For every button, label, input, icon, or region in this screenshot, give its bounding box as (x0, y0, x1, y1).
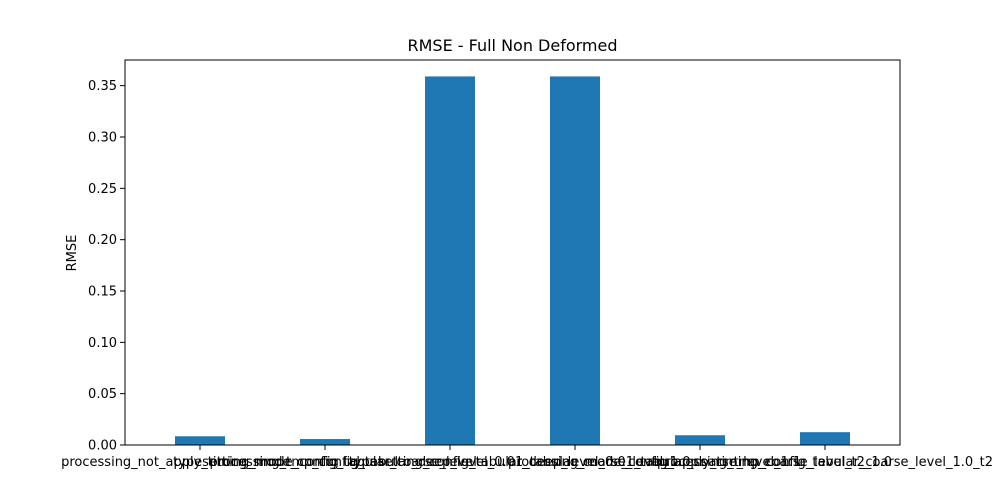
bar (675, 435, 725, 445)
bar (300, 439, 350, 445)
bar (550, 76, 600, 445)
bar (175, 436, 225, 445)
y-tick-label: 0.35 (88, 79, 117, 94)
chart-title: RMSE - Full Non Deformed (407, 36, 617, 55)
y-tick-label: 0.25 (88, 182, 117, 197)
x-tick-label: processing_not_apply_timing_mode_config (61, 455, 339, 470)
y-tick-label: 0.20 (88, 233, 117, 248)
x-tick-label: typesetting_mode_config_tabular_coarse_l… (173, 455, 477, 470)
y-tick-label: 0.00 (88, 439, 117, 454)
y-axis-label: RMSE (65, 235, 80, 272)
plot-frame (124, 59, 901, 446)
x-tick-label: processing_tmp_config_tabular_coarse_lev… (657, 455, 993, 470)
x-tick-label: processing_tmp_config_tabular_deep_level… (210, 455, 691, 470)
y-tick-label: 0.15 (88, 285, 117, 300)
y-tick-label: 0.10 (88, 336, 117, 351)
y-ticks-group: 0.00 0.05 0.10 0.15 0.20 0.25 0.30 0.35 (88, 79, 125, 454)
x-tick-label: typesetting_config_tabular_deep_level_0.… (349, 455, 801, 470)
bars-group (175, 76, 850, 445)
y-tick-label: 0.05 (88, 387, 117, 402)
x-tick-label: processing_mode_config_apply_timing_coar… (508, 455, 892, 470)
x-ticks-group: processing_not_apply_timing_mode_configt… (61, 445, 993, 470)
bar (800, 432, 850, 445)
bar (425, 76, 475, 445)
y-tick-label: 0.30 (88, 131, 117, 146)
